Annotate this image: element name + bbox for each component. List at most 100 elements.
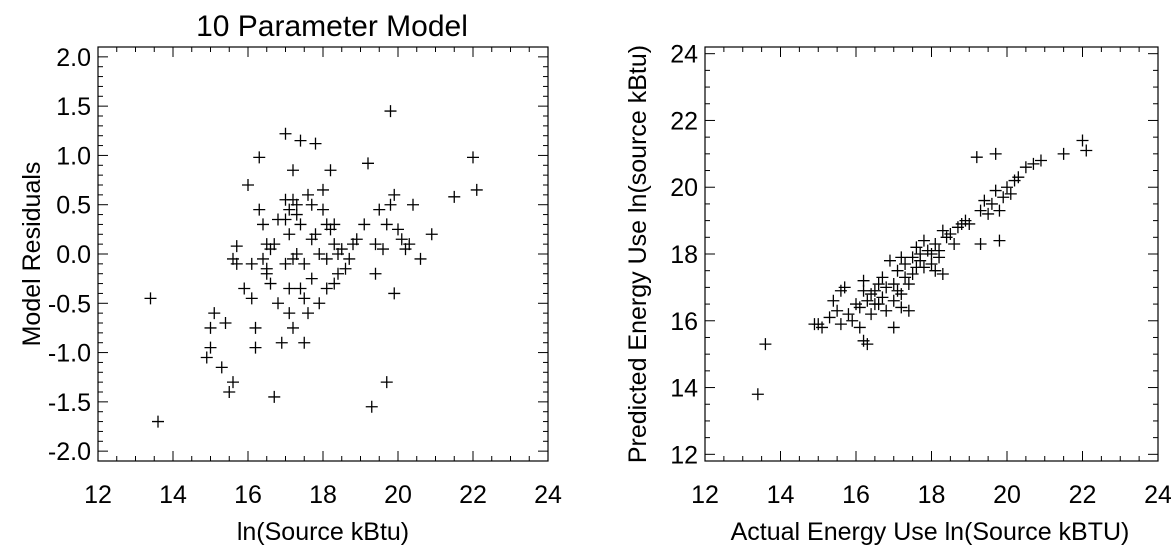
data-point: [883, 254, 896, 267]
data-point: [309, 137, 322, 150]
x-tick-label: 20: [993, 481, 1021, 509]
y-tick-label: 16: [670, 308, 698, 336]
data-point: [200, 351, 213, 364]
data-point: [283, 203, 296, 216]
x-axis-ticks: 12 14 16 18 20 22 24: [691, 47, 1171, 509]
data-point: [305, 198, 318, 211]
data-point: [1076, 134, 1089, 147]
data-point: [936, 224, 949, 237]
data-point: [275, 336, 288, 349]
data-point: [974, 204, 987, 217]
y-tick-label: 18: [670, 241, 698, 269]
y-axis-ticks: -2.0 -1.5 -1.0 -0.5 0.0 0.5 1.0 1.5 2.0: [48, 44, 548, 466]
data-point: [970, 151, 983, 164]
data-point: [290, 208, 303, 221]
data-point: [238, 282, 251, 295]
y-tick-label: 1.0: [56, 142, 91, 170]
data-point: [152, 415, 164, 428]
data-point: [834, 318, 847, 331]
data-point: [759, 338, 772, 351]
data-point: [751, 388, 764, 401]
data-point: [827, 294, 840, 307]
y-tick-label: 0.0: [56, 241, 91, 269]
data-point: [320, 252, 333, 265]
x-tick-label: 14: [767, 481, 795, 509]
data-point: [963, 217, 976, 230]
data-point: [215, 361, 228, 374]
data-point: [1034, 154, 1047, 167]
data-point: [880, 304, 893, 317]
x-tick-label: 12: [84, 481, 112, 509]
y-tick-label: 24: [670, 41, 698, 69]
data-point: [403, 238, 416, 251]
data-point: [933, 251, 946, 264]
data-point: [227, 376, 239, 389]
data-point: [407, 198, 419, 211]
data-point: [245, 292, 258, 305]
data-point: [872, 278, 885, 291]
data-point: [974, 237, 987, 250]
data-point: [369, 267, 382, 280]
data-point: [298, 336, 311, 349]
data-point: [899, 258, 912, 271]
data-point: [268, 238, 281, 251]
data-point: [317, 183, 329, 196]
data-point: [230, 257, 243, 270]
x-tick-label: 18: [918, 481, 946, 509]
data-point: [1001, 181, 1013, 194]
data-point: [944, 227, 957, 240]
data-point: [223, 386, 236, 398]
chart-title: 10 Parameter Model: [196, 10, 468, 43]
data-point: [853, 301, 866, 314]
predicted-vs-actual-panel: 12 14 16 18 20 22 24 12 14 16 18 20 22 24 Actual Ene…: [624, 41, 1171, 546]
data-point: [823, 311, 836, 324]
data-point: [895, 251, 908, 264]
data-point: [891, 264, 904, 277]
data-point: [993, 204, 1006, 217]
data-point: [302, 307, 314, 320]
data-point: [320, 282, 333, 295]
data-point: [335, 243, 348, 256]
data-point: [853, 321, 866, 334]
y-tick-label: 20: [670, 174, 698, 202]
data-point: [978, 194, 991, 207]
x-tick-label: 24: [534, 481, 562, 509]
y-tick-label: 12: [670, 441, 698, 469]
data-point: [253, 151, 266, 164]
data-point: [294, 282, 307, 295]
data-point: [242, 179, 254, 191]
data-point: [294, 134, 307, 147]
data-point: [264, 277, 277, 290]
data-point: [880, 281, 893, 294]
data-point: [906, 268, 919, 281]
data-point: [414, 252, 427, 265]
x-tick-label: 14: [159, 481, 187, 509]
data-point: [917, 261, 930, 274]
data-point: [253, 203, 266, 216]
data-point: [388, 287, 401, 300]
data-point: [917, 234, 930, 247]
data-point: [272, 297, 284, 310]
data-point: [369, 238, 382, 251]
data-point: [861, 294, 874, 307]
data-point: [997, 191, 1010, 204]
data-point: [838, 281, 851, 294]
data-point: [283, 228, 296, 241]
x-axis-label: Actual Energy Use ln(Source kBTU): [731, 518, 1130, 546]
data-point: [373, 203, 386, 216]
data-point: [846, 314, 859, 327]
y-axis-label: Predicted Energy Use ln(source kBtu): [624, 45, 652, 463]
y-axis-label: Model Residuals: [18, 162, 46, 347]
data-point: [328, 277, 341, 290]
data-point: [245, 257, 258, 270]
data-point: [1012, 171, 1025, 184]
x-tick-label: 18: [309, 481, 337, 509]
data-point: [899, 271, 912, 284]
data-point: [872, 298, 885, 311]
data-points: [751, 134, 1093, 401]
y-tick-label: 2.0: [56, 44, 91, 72]
data-point: [328, 218, 341, 231]
x-tick-label: 16: [842, 481, 870, 509]
data-point: [287, 321, 299, 334]
